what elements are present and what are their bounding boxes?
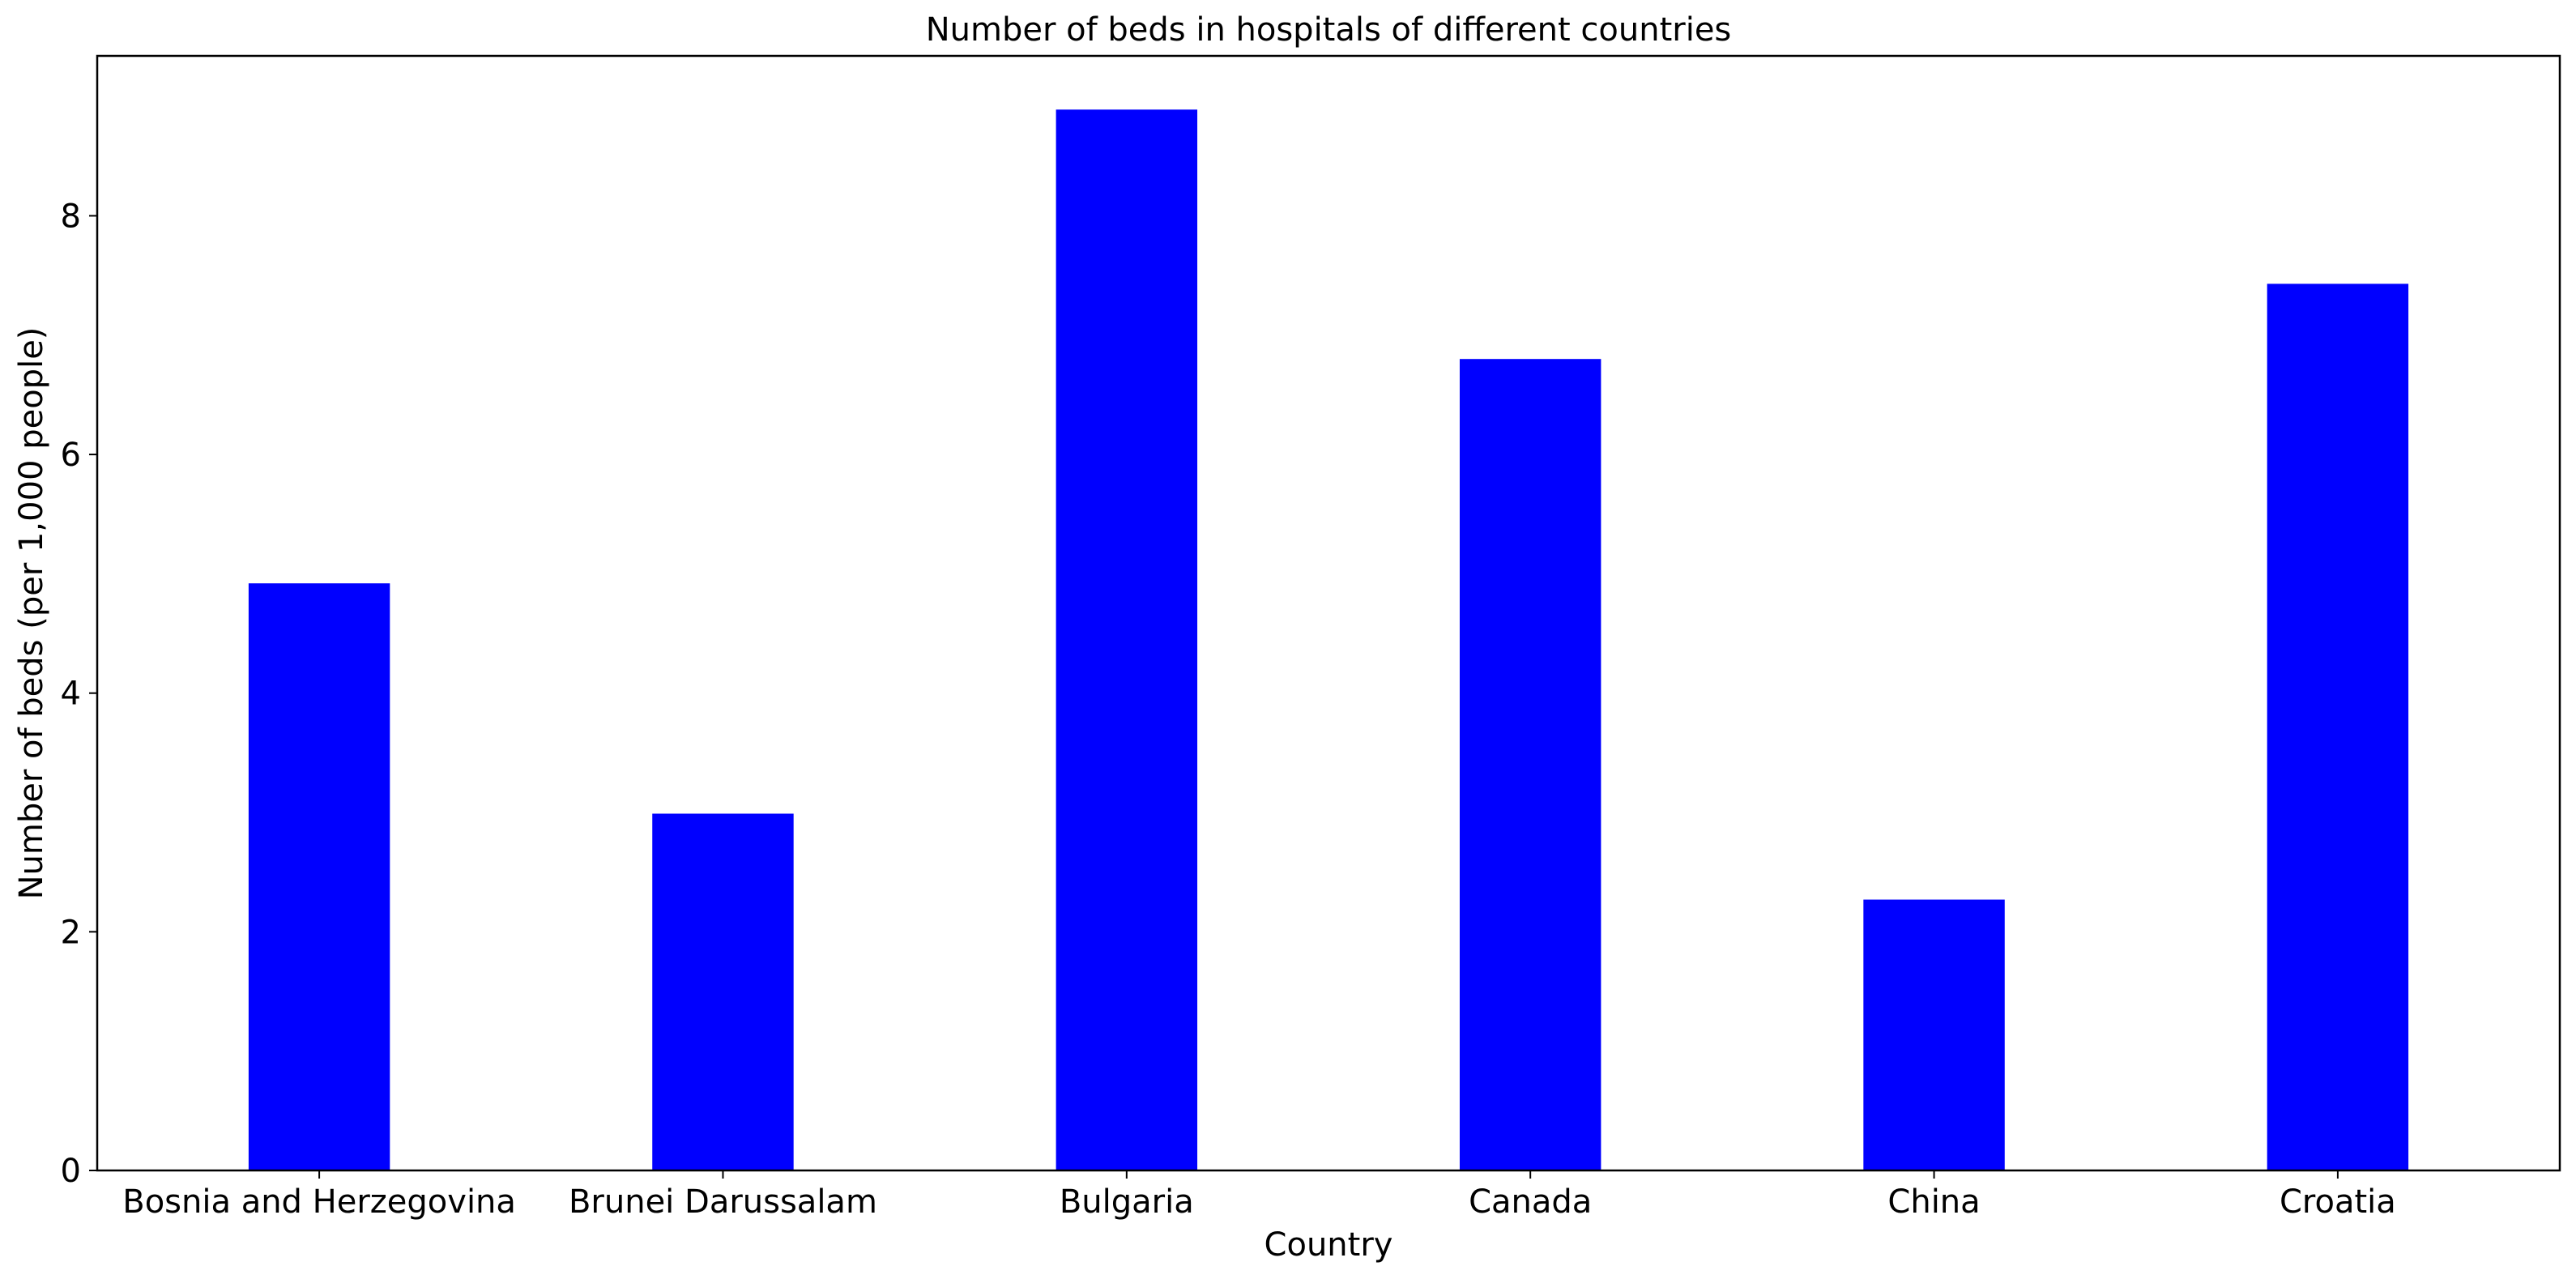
x-axis-label: Country [1265, 1226, 1393, 1264]
x-tick-label: Brunei Darussalam [569, 1183, 877, 1221]
x-tick-label: China [1887, 1183, 1980, 1221]
y-tick-label: 4 [61, 676, 81, 713]
bars-layer [248, 109, 2409, 1170]
x-tick-label: Croatia [2280, 1183, 2396, 1221]
x-tick-label: Canada [1469, 1183, 1592, 1221]
bar-1 [652, 813, 794, 1170]
x-tick-label: Bosnia and Herzegovina [122, 1183, 516, 1221]
bar-3 [1459, 359, 1601, 1170]
bar-0 [248, 583, 390, 1170]
y-axis-ticks: 0 2 4 6 8 [61, 198, 97, 1190]
chart-title: Number of beds in hospitals of different… [926, 11, 1732, 49]
x-tick-label: Bulgaria [1060, 1183, 1194, 1221]
y-tick-label: 6 [61, 437, 81, 474]
bar-2 [1056, 109, 1198, 1170]
bar-4 [1863, 899, 2005, 1170]
y-tick-label: 8 [61, 198, 81, 235]
bar-5 [2267, 284, 2409, 1170]
y-axis-label: Number of beds (per 1,000 people) [13, 327, 50, 900]
y-tick-label: 2 [61, 914, 81, 951]
plot-area-frame [96, 54, 2561, 1172]
x-axis-ticks: Bosnia and Herzegovina Brunei Darussalam B… [122, 1170, 2396, 1221]
y-tick-label: 0 [61, 1153, 81, 1190]
